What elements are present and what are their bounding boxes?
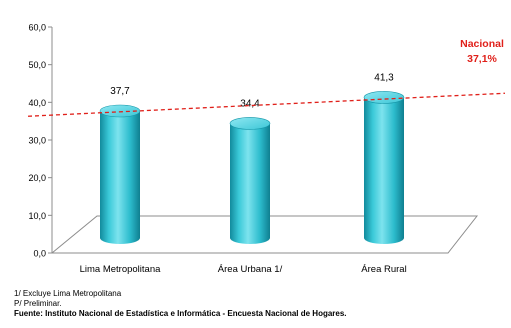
footnote-urban-area: 1/ Excluye Lima Metropolitana	[14, 289, 122, 298]
x-tick-label: Lima Metropolitana	[80, 264, 162, 275]
data-label: 41,3	[374, 72, 394, 83]
national-reference-line	[27, 92, 506, 117]
y-tick-label: 10,0	[28, 211, 46, 221]
national-label: Nacional	[460, 38, 504, 50]
bar-top	[363, 91, 405, 104]
y-tick-label: 30,0	[28, 136, 46, 146]
y-tick-label: 20,0	[28, 173, 46, 183]
footnotes: 1/ Excluye Lima Metropolitana P/ Prelimi…	[14, 289, 504, 319]
y-tick-label: 0,0	[33, 249, 46, 259]
data-label: 37,7	[110, 86, 130, 97]
bar	[230, 123, 270, 244]
y-tick-label: 60,0	[28, 23, 46, 33]
source-note: Fuente: Instituto Nacional de Estadístic…	[14, 309, 347, 318]
y-tick-label: 40,0	[28, 98, 46, 108]
x-tick-label: Área Urbana 1/	[218, 264, 283, 275]
footnote-preliminary: P/ Preliminar.	[14, 299, 62, 308]
y-tick-label: 50,0	[28, 60, 46, 70]
bar	[100, 110, 140, 244]
x-tick-label: Área Rural	[361, 264, 406, 275]
data-label: 34,4	[240, 98, 260, 109]
bar	[364, 97, 404, 244]
bar-top	[229, 117, 271, 130]
national-value-label: 37,1%	[467, 53, 497, 65]
